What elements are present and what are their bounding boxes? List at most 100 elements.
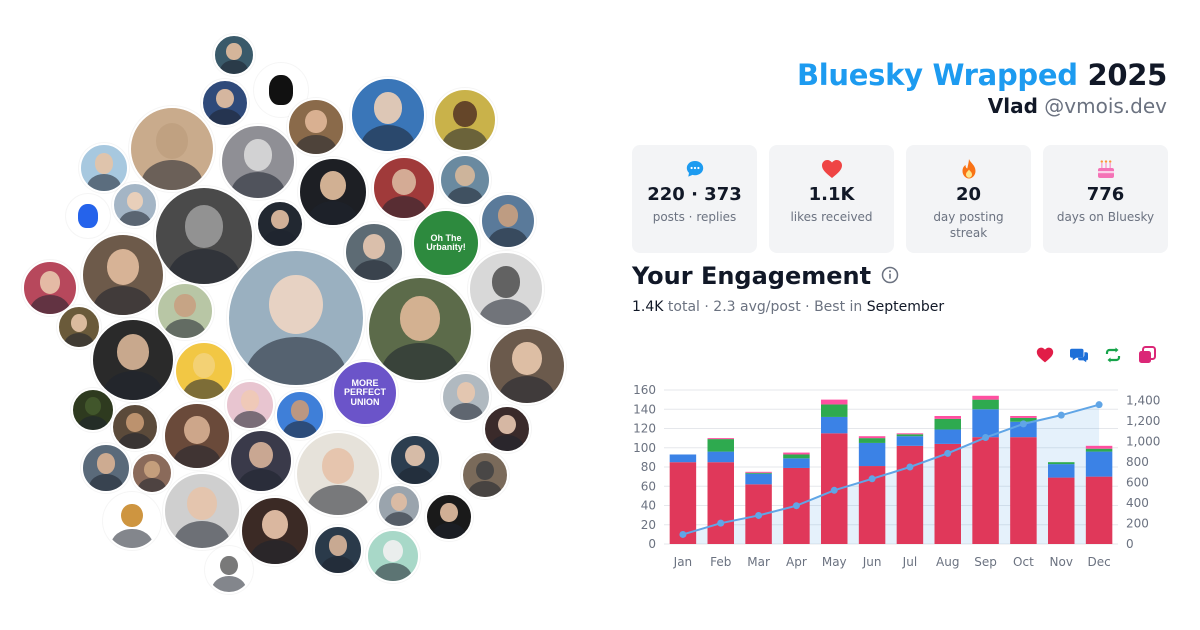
account-avatar[interactable] (213, 34, 255, 76)
account-avatar[interactable] (298, 157, 368, 227)
bar-segment (821, 404, 848, 417)
account-avatar[interactable] (129, 106, 215, 192)
y-left-tick-label: 140 (633, 402, 656, 416)
bar-segment (707, 438, 734, 440)
account-avatar[interactable] (287, 98, 345, 156)
engagement-best-month: September (866, 299, 945, 315)
account-avatar[interactable] (344, 222, 404, 282)
bar-segment (934, 418, 961, 430)
repost-icon[interactable] (1104, 346, 1122, 364)
account-avatar[interactable] (461, 451, 509, 499)
x-tick-label: Oct (1013, 555, 1034, 569)
account-avatar[interactable] (71, 388, 115, 432)
account-avatar[interactable] (229, 429, 293, 493)
x-tick-label: Mar (747, 555, 770, 569)
account-avatar[interactable] (112, 182, 158, 228)
birthday-cake-icon (1043, 158, 1168, 180)
account-avatar[interactable] (163, 472, 241, 550)
avatar-logo-text: MORE PERFECT UNION (343, 377, 386, 407)
account-avatar[interactable] (91, 318, 175, 402)
cumulative-point (830, 486, 838, 494)
bar-segment (1010, 437, 1037, 544)
x-tick-label: Nov (1050, 555, 1073, 569)
account-avatar[interactable] (163, 402, 231, 470)
reply-icon[interactable] (1070, 346, 1088, 364)
account-avatar[interactable] (439, 154, 491, 206)
account-avatar[interactable] (377, 484, 421, 528)
cumulative-point (1057, 411, 1065, 419)
account-avatar[interactable] (57, 305, 101, 349)
account-logo-avatar[interactable] (66, 194, 110, 238)
user-line: Vlad @vmois.dev (797, 94, 1167, 118)
engagement-chart: 0 20 40 60 80 100 120 140 160 0 200 400 600 800 1,000 1… (633, 383, 1160, 569)
bar-segment (972, 437, 999, 544)
account-logo-avatar[interactable] (254, 63, 308, 117)
account-avatar[interactable] (22, 260, 78, 316)
account-avatar[interactable] (350, 77, 426, 153)
account-avatar[interactable] (372, 156, 436, 220)
account-avatar[interactable] (131, 452, 173, 494)
user-handle: @vmois.dev (1044, 94, 1167, 118)
account-avatar[interactable] (389, 434, 441, 486)
account-avatar[interactable] (366, 529, 420, 583)
y-left-tick-label: 0 (648, 537, 656, 551)
account-avatar[interactable] (468, 251, 544, 327)
account-logo-avatar[interactable]: Oh The Urbanity! (412, 209, 480, 277)
account-avatar[interactable] (483, 405, 531, 453)
y-left-tick-label: 60 (641, 479, 656, 493)
account-avatar[interactable] (225, 380, 275, 430)
y-right-tick-label: 600 (1126, 475, 1149, 489)
account-avatar[interactable] (480, 193, 536, 249)
account-avatar[interactable] (201, 79, 249, 127)
engagement-total-word: total (667, 299, 700, 315)
stat-card-days: 776 days on Bluesky (1043, 145, 1168, 253)
account-avatar[interactable] (81, 233, 165, 317)
avatar-logo-mark (78, 203, 98, 229)
avatar-logo-mark (268, 75, 294, 105)
account-avatar[interactable] (433, 88, 497, 152)
account-avatar[interactable] (156, 282, 214, 340)
bar-segment (1085, 451, 1113, 477)
heart-icon[interactable] (1036, 346, 1054, 364)
account-avatar[interactable] (103, 492, 161, 550)
info-icon[interactable] (881, 262, 899, 290)
account-avatar[interactable] (425, 493, 473, 541)
heart-icon (769, 158, 894, 180)
account-avatar[interactable] (275, 390, 325, 440)
account-avatar[interactable] (441, 372, 491, 422)
cumulative-point (906, 463, 914, 471)
x-tick-label: Jul (902, 555, 917, 569)
engagement-avg: 2.3 avg/post (713, 299, 801, 315)
stat-label-posts: posts · replies (652, 210, 737, 224)
stat-label-days: days on Bluesky (1056, 210, 1155, 224)
y-right-tick-label: 1,000 (1126, 434, 1160, 448)
stat-value-days: 776 (1086, 184, 1125, 205)
bar-segment (669, 462, 697, 544)
engagement-title: Your Engagement (632, 262, 872, 290)
bar-segment (972, 409, 999, 438)
x-tick-label: Feb (710, 555, 731, 569)
account-avatar[interactable] (79, 143, 129, 193)
bar-segment (1048, 462, 1075, 465)
x-tick-label: Jan (673, 555, 693, 569)
account-avatar[interactable] (220, 124, 296, 200)
account-avatar[interactable] (174, 341, 234, 401)
account-avatar[interactable] (295, 431, 381, 517)
y-right-tick-label: 800 (1126, 455, 1149, 469)
account-avatar[interactable] (81, 443, 131, 493)
avatar-cluster: Oh The Urbanity! MORE PERFECT UNION (22, 34, 566, 594)
account-avatar[interactable] (488, 327, 566, 405)
bar-segment (858, 442, 886, 467)
account-avatar[interactable] (111, 403, 159, 451)
account-avatar[interactable] (256, 200, 304, 248)
account-avatar[interactable] (205, 546, 253, 594)
account-logo-avatar[interactable]: MORE PERFECT UNION (332, 360, 398, 426)
account-avatar[interactable] (313, 525, 363, 575)
y-right-tick-label: 0 (1126, 537, 1134, 551)
bar-segment (783, 454, 810, 459)
account-avatar[interactable] (367, 276, 473, 382)
quote-icon[interactable] (1138, 346, 1156, 364)
account-avatar[interactable] (227, 249, 365, 387)
account-avatar[interactable] (240, 496, 310, 566)
account-avatar[interactable] (154, 186, 254, 286)
